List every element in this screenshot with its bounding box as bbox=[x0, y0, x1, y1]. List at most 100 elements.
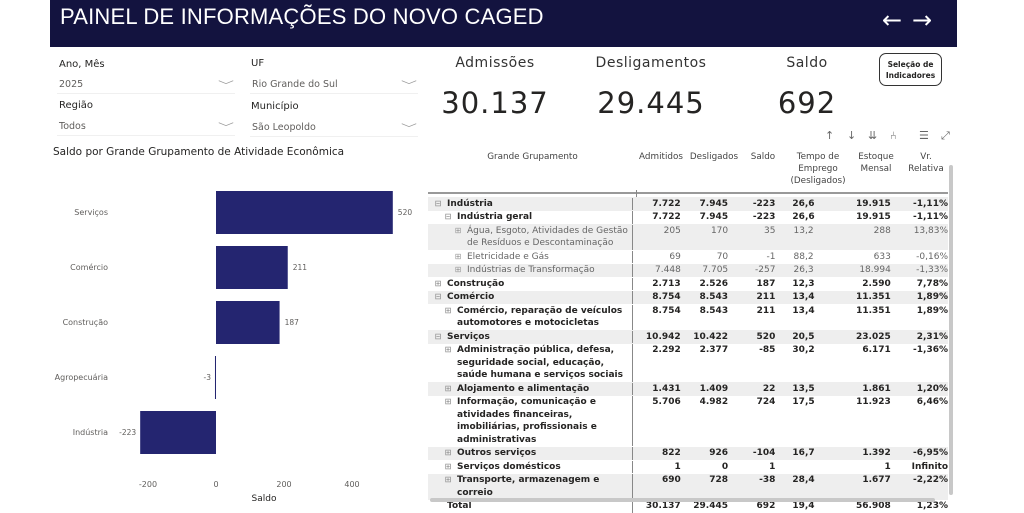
cell-tempo: 13,4 bbox=[775, 305, 831, 330]
table-row[interactable]: ⊞Administração pública, defesa, segurida… bbox=[428, 344, 948, 383]
row-label: Indústria geral bbox=[454, 211, 532, 224]
row-label: Transporte, armazenagem e correio bbox=[454, 474, 628, 499]
collapse-icon[interactable]: ⊟ bbox=[432, 331, 444, 344]
cell-vr-relativa: -6,95% bbox=[891, 447, 948, 460]
drill-down-icon[interactable]: ↓ bbox=[847, 129, 856, 142]
horizontal-scrollbar[interactable] bbox=[430, 498, 935, 502]
expand-icon[interactable]: ⊞ bbox=[452, 225, 464, 250]
cell-desligados: 4.982 bbox=[681, 396, 728, 446]
expand-icon[interactable]: ⊞ bbox=[442, 447, 454, 460]
cell-desligados: 8.543 bbox=[681, 291, 728, 304]
col-header-grupamento[interactable]: Grande Grupamento bbox=[440, 151, 625, 163]
filter-icon[interactable]: ☰ bbox=[919, 129, 929, 142]
button-line-1: Seleção de bbox=[880, 59, 941, 70]
collapse-icon[interactable]: ⊟ bbox=[442, 211, 454, 224]
cell-vr-relativa: 1,89% bbox=[891, 305, 948, 330]
cell-admitidos: 1.431 bbox=[633, 383, 680, 396]
cell-desligados: 8.543 bbox=[681, 305, 728, 330]
expand-icon[interactable]: ⊞ bbox=[442, 305, 454, 330]
cell-estoque: 1 bbox=[832, 461, 891, 474]
cell-saldo: -38 bbox=[728, 474, 775, 499]
table-row[interactable]: ⊞Informação, comunicação e atividades fi… bbox=[428, 396, 948, 447]
table-row[interactable]: ⊞Comércio, reparação de veículos automot… bbox=[428, 304, 948, 330]
bar[interactable] bbox=[215, 356, 216, 399]
expand-icon[interactable]: ⊞ bbox=[442, 474, 454, 499]
desligamentos-label: Desligamentos bbox=[581, 55, 721, 71]
cell-vr-relativa: 1,20% bbox=[891, 383, 948, 396]
cell-tempo: 30,2 bbox=[775, 344, 831, 382]
cell-admitidos: 205 bbox=[633, 225, 680, 250]
regiao-dropdown[interactable]: Todos ﹀ bbox=[57, 118, 235, 136]
vertical-scrollbar[interactable] bbox=[949, 165, 953, 495]
col-header-estoque[interactable]: Estoque Mensal bbox=[855, 151, 897, 175]
cell-admitidos: 2.292 bbox=[633, 344, 680, 382]
bar[interactable] bbox=[216, 246, 288, 289]
cell-admitidos: 7.722 bbox=[633, 211, 680, 224]
row-label: Indústrias de Transformação bbox=[464, 264, 595, 277]
row-name-cell: ⊞Indústrias de Transformação bbox=[428, 264, 633, 277]
ano-mes-label: Ano, Mês bbox=[59, 59, 105, 70]
focus-mode-icon[interactable]: ⤢ bbox=[941, 129, 950, 143]
regiao-value: Todos bbox=[59, 121, 86, 132]
uf-label: UF bbox=[251, 58, 264, 69]
expand-icon[interactable]: ⊞ bbox=[452, 264, 464, 277]
expand-icon[interactable]: ⊞ bbox=[442, 396, 454, 446]
cell-saldo: -1 bbox=[728, 251, 775, 264]
cell-saldo: 211 bbox=[728, 305, 775, 330]
cell-saldo: 1 bbox=[728, 461, 775, 474]
drill-all-icon[interactable]: ⇊ bbox=[868, 129, 877, 142]
collapse-icon[interactable]: ⊟ bbox=[432, 291, 444, 304]
col-header-tempo[interactable]: Tempo de Emprego (Desligados) bbox=[788, 151, 848, 187]
bar[interactable] bbox=[216, 301, 280, 344]
bar[interactable] bbox=[216, 191, 393, 234]
cell-estoque: 11.351 bbox=[832, 291, 891, 304]
expand-icon[interactable]: ⊞ bbox=[452, 251, 464, 264]
cell-tempo: 16,7 bbox=[775, 447, 831, 460]
ano-mes-dropdown[interactable]: 2025﹀ bbox=[57, 76, 235, 94]
cell-admitidos: 690 bbox=[633, 474, 680, 499]
saldo-label: Saldo bbox=[737, 55, 877, 71]
cell-estoque: 1.677 bbox=[832, 474, 891, 499]
col-header-saldo[interactable]: Saldo bbox=[748, 151, 778, 163]
row-label: Outros serviços bbox=[454, 447, 536, 460]
row-name-cell: ⊟Indústria bbox=[428, 198, 633, 211]
forward-arrow-icon[interactable]: → bbox=[912, 6, 932, 34]
expand-hierarchy-icon[interactable]: ⑃ bbox=[890, 129, 897, 142]
cell-tempo: 12,3 bbox=[775, 278, 831, 291]
municipio-dropdown[interactable]: São Leopoldo﹀ bbox=[250, 119, 418, 137]
cell-saldo: 211 bbox=[728, 291, 775, 304]
col-header-vr-relativa[interactable]: Vr. Relativa bbox=[908, 151, 944, 175]
cell-tempo: 26,3 bbox=[775, 264, 831, 277]
chevron-down-icon: ﹀ bbox=[218, 119, 234, 134]
col-header-admitidos[interactable]: Admitidos bbox=[638, 151, 684, 163]
header-divider bbox=[428, 192, 948, 194]
back-arrow-icon[interactable]: ← bbox=[882, 6, 902, 34]
cell-estoque: 11.351 bbox=[832, 305, 891, 330]
col-header-desligados[interactable]: Desligados bbox=[688, 151, 740, 163]
uf-dropdown[interactable]: Rio Grande do Sul﹀ bbox=[250, 76, 418, 94]
cell-desligados: 7.705 bbox=[681, 264, 728, 277]
admissoes-value: 30.137 bbox=[420, 86, 570, 120]
row-name-cell: ⊞Transporte, armazenagem e correio bbox=[428, 474, 633, 499]
expand-icon[interactable]: ⊞ bbox=[442, 383, 454, 396]
drill-up-icon[interactable]: ↑ bbox=[825, 129, 834, 142]
bar[interactable] bbox=[140, 411, 216, 454]
table-row[interactable]: ⊞Água, Esgoto, Atividades de Gestão de R… bbox=[428, 224, 948, 250]
expand-icon[interactable]: ⊞ bbox=[442, 461, 454, 474]
expand-icon[interactable]: ⊞ bbox=[442, 344, 454, 382]
category-label: Construção bbox=[63, 318, 109, 327]
collapse-icon[interactable]: ⊟ bbox=[432, 198, 444, 211]
expand-icon[interactable]: ⊞ bbox=[432, 278, 444, 291]
